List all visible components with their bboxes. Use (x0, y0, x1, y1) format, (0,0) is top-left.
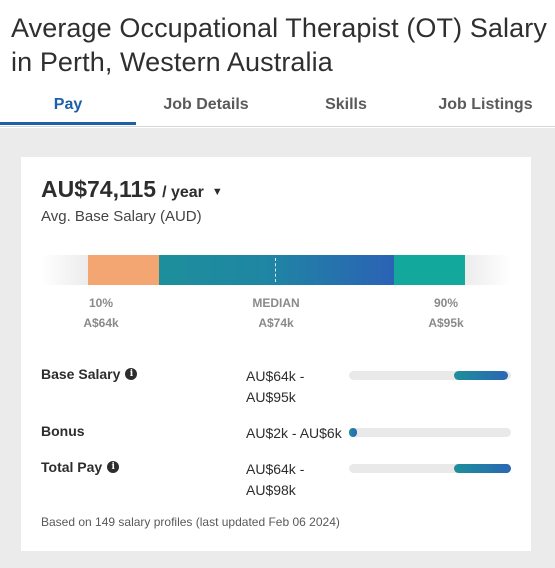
compensation-range-track (349, 428, 511, 437)
range-segment-low (88, 255, 159, 285)
compensation-label: Base Salary i (41, 366, 138, 382)
compensation-row-base-salary: Base Salary i AU$64k - AU$95k (41, 366, 511, 410)
compensation-range-fill (454, 371, 508, 380)
salary-footnote: Based on 149 salary profiles (last updat… (41, 515, 340, 529)
compensation-range-track (349, 464, 511, 473)
salary-card: AU$74,115 / year ▼ Avg. Base Salary (AUD… (21, 157, 531, 551)
pay-period-selector[interactable]: / year (162, 184, 204, 201)
salary-range-bar (41, 255, 511, 285)
compensation-range: AU$2k - AU$6k (246, 425, 342, 441)
salary-subtitle: Avg. Base Salary (AUD) (41, 208, 202, 225)
salary-amount: AU$74,115 (41, 176, 157, 202)
percentile-label: MEDIAN (252, 296, 300, 310)
info-icon[interactable]: i (107, 461, 120, 473)
compensation-range-track (349, 371, 511, 380)
percentile-90: 90% A$95k (421, 293, 471, 333)
tab-skills[interactable]: Skills (325, 96, 367, 113)
compensation-range: AU$64k - AU$98k (246, 461, 305, 498)
percentile-10: 10% A$64k (81, 293, 121, 333)
compensation-range-fill (454, 464, 511, 473)
caret-down-icon[interactable]: ▼ (211, 186, 223, 198)
tab-bar: Pay Job Details Skills Job Listings (0, 84, 555, 127)
tab-pay[interactable]: Pay (53, 96, 83, 113)
compensation-label-text: Total Pay (41, 459, 103, 475)
range-fade-right (465, 255, 511, 285)
percentile-median: MEDIAN A$74k (241, 293, 311, 333)
info-icon[interactable]: i (125, 368, 138, 380)
salary-summary: AU$74,115 / year ▼ (41, 176, 223, 203)
range-fade-left (41, 255, 88, 285)
compensation-label-text: Bonus (41, 423, 85, 439)
percentile-label: 10% (88, 296, 114, 310)
range-segment-middle (159, 255, 394, 285)
percentile-value: A$64k (83, 316, 119, 330)
compensation-label-text: Base Salary (41, 366, 121, 382)
compensation-label: Bonus (41, 423, 85, 439)
percentile-value: A$95k (428, 316, 464, 330)
median-marker (275, 258, 276, 282)
compensation-range: AU$64k - AU$95k (246, 368, 305, 405)
compensation-range-fill (349, 428, 358, 437)
percentile-value: A$74k (258, 316, 294, 330)
active-tab-indicator (0, 122, 136, 125)
range-segment-high (394, 255, 465, 285)
page-title: Average Occupational Therapist (OT) Sala… (11, 13, 547, 77)
compensation-row-bonus: Bonus AU$2k - AU$6k (41, 423, 511, 445)
tab-job-details[interactable]: Job Details (163, 96, 249, 113)
compensation-label: Total Pay i (41, 459, 120, 475)
tab-job-listings[interactable]: Job Listings (438, 96, 533, 113)
percentile-label: 90% (433, 296, 459, 310)
compensation-row-total-pay: Total Pay i AU$64k - AU$98k (41, 459, 511, 503)
